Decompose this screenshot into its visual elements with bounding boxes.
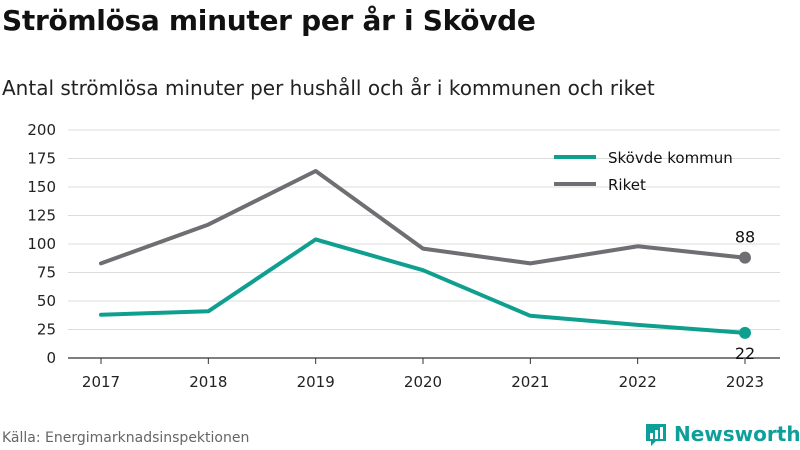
brand-name: Newsworthy	[674, 422, 800, 446]
x-tick-label: 2017	[82, 373, 120, 391]
x-tick-label: 2022	[619, 373, 657, 391]
brand-logo: Newsworthy	[644, 420, 800, 448]
end-markers: 22 88	[735, 228, 755, 363]
y-tick-label: 175	[27, 150, 56, 168]
series-line-riket	[99, 169, 747, 266]
y-tick-label: 200	[27, 121, 56, 139]
x-tick-label: 2021	[511, 373, 549, 391]
legend-label: Riket	[608, 176, 646, 194]
y-tick-label: 50	[37, 292, 56, 310]
chart-title: Strömlösa minuter per år i Skövde	[2, 4, 536, 37]
x-tick-label: 2019	[297, 373, 335, 391]
end-value-label: 22	[735, 344, 755, 363]
series-line-skovde	[99, 237, 747, 335]
end-value-label: 88	[735, 228, 755, 247]
x-axis-ticks: 2017 2018 2019 2020 2021 2022 2023	[82, 358, 764, 391]
y-axis-ticks: 0 25 50 75 100 125 150 175 200	[27, 121, 56, 367]
end-point-marker	[739, 326, 751, 339]
x-tick-label: 2020	[404, 373, 442, 391]
y-tick-label: 125	[27, 207, 56, 225]
end-point-marker	[739, 251, 751, 264]
source-note: Källa: Energimarknadsinspektionen	[2, 430, 250, 446]
series-lines	[99, 169, 747, 335]
y-tick-label: 25	[37, 321, 56, 339]
y-tick-label: 100	[27, 235, 56, 253]
x-tick-label: 2018	[189, 373, 227, 391]
chart-subtitle: Antal strömlösa minuter per hushåll och …	[2, 76, 655, 100]
y-tick-label: 0	[46, 349, 56, 367]
x-tick-label: 2023	[726, 373, 764, 391]
grid-lines	[68, 129, 780, 359]
y-tick-label: 150	[27, 178, 56, 196]
newsworthy-logo-icon	[646, 424, 666, 446]
legend: Skövde kommun Riket	[554, 149, 733, 194]
y-tick-label: 75	[37, 264, 56, 282]
legend-label: Skövde kommun	[608, 149, 733, 167]
